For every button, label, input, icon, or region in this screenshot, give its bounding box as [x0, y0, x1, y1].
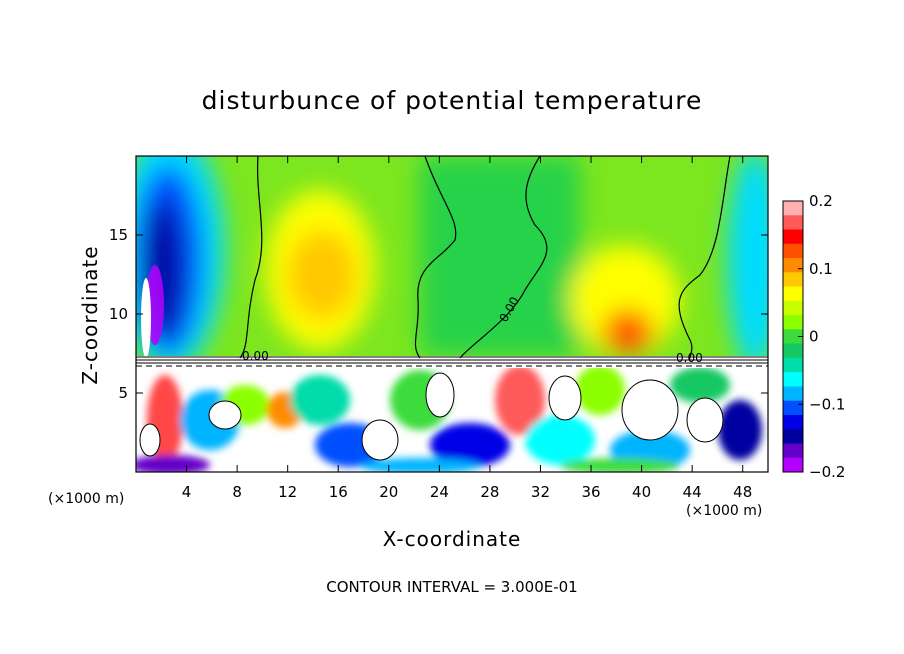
colorbar-swatch	[783, 258, 803, 273]
y-tick-label: 15	[109, 226, 128, 244]
colorbar-tick-label: −0.1	[809, 395, 845, 413]
x-tick-label: 36	[581, 483, 600, 501]
x-tick-label: 48	[733, 483, 752, 501]
colorbar-swatch	[783, 286, 803, 302]
colorbar-tick-label: 0.2	[809, 192, 833, 210]
heatmap-field	[136, 156, 768, 472]
colorbar-swatch	[783, 414, 803, 430]
colorbar-swatch	[783, 300, 803, 316]
colorbar-swatch	[783, 357, 803, 373]
colorbar-tick-label: 0.1	[809, 260, 833, 278]
colorbar-swatch	[783, 272, 803, 288]
colorbar-swatch	[783, 372, 803, 387]
contour-interval-note: CONTOUR INTERVAL = 3.000E-01	[326, 578, 578, 596]
colorbar-swatch	[783, 201, 803, 216]
x-unit-label: (×1000 m)	[48, 491, 125, 507]
z-unit-label: (×1000 m)	[686, 503, 763, 519]
colorbar-tick-label: −0.2	[809, 463, 845, 481]
x-tick-label: 28	[480, 483, 499, 501]
colorbar-swatch	[783, 386, 803, 402]
y-tick-label: 5	[118, 384, 128, 402]
colorbar-swatch	[783, 429, 803, 444]
colorbar-swatch	[783, 229, 803, 245]
x-tick-label: 24	[430, 483, 449, 501]
x-tick-label: 4	[182, 483, 192, 501]
x-tick-label: 32	[531, 483, 550, 501]
y-tick-label: 10	[109, 305, 128, 323]
x-tick-label: 40	[632, 483, 651, 501]
x-tick-label: 20	[379, 483, 398, 501]
colorbar: 0.2 0.1 0 −0.1 −0.2	[782, 192, 845, 481]
x-tick-label: 8	[232, 483, 242, 501]
colorbar-swatch	[783, 329, 803, 345]
x-tick-label: 16	[329, 483, 348, 501]
colorbar-swatch	[783, 457, 803, 473]
colorbar-swatch	[783, 343, 803, 359]
chart-title: disturbunce of potential temperature	[201, 86, 703, 115]
x-tick-label: 12	[278, 483, 297, 501]
x-tick-label: 44	[683, 483, 702, 501]
colorbar-swatch	[783, 215, 803, 231]
colorbar-swatch	[783, 243, 803, 259]
colorbar-swatch	[783, 400, 803, 416]
contour-label: 0.00	[676, 351, 703, 365]
contour-label: 0.00	[242, 349, 269, 363]
x-axis-label: X-coordinate	[382, 527, 522, 551]
colorbar-tick-label: 0	[809, 328, 819, 346]
colorbar-swatch	[783, 443, 803, 459]
colorbar-swatch	[783, 315, 803, 330]
